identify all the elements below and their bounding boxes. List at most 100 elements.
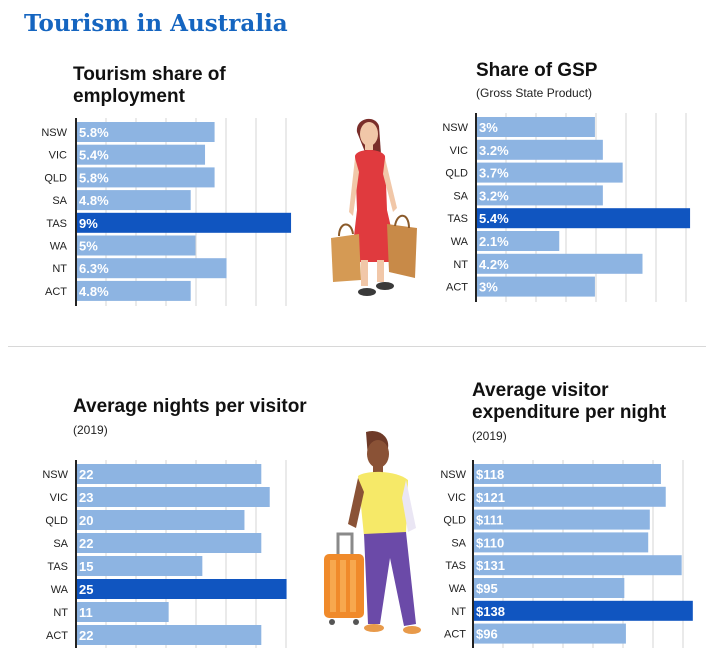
bar-wa (473, 578, 625, 598)
bar-act (476, 276, 595, 297)
bar-vic (76, 487, 270, 507)
chart-gsp: Share of GSP (Gross State Product) NSW 3%… (0, 0, 711, 320)
category-label: TAS (445, 560, 466, 572)
category-label: NSW (440, 469, 466, 481)
data-label: 11 (79, 605, 93, 620)
category-label: WA (51, 584, 69, 596)
bar-nsw (76, 464, 262, 484)
data-label: 20 (79, 513, 93, 528)
chart-nights: Average nights per visitor (2019) NSW 22 V… (0, 0, 320, 669)
category-label: ACT (444, 629, 466, 641)
category-label: WA (451, 236, 469, 248)
bar-act (76, 280, 191, 301)
data-label: 9% (79, 216, 98, 231)
data-label: $138 (476, 604, 505, 619)
category-label: NT (451, 606, 466, 618)
data-label: 5.8% (79, 170, 109, 185)
data-label: 4.8% (79, 284, 109, 299)
bar-nt (76, 602, 169, 622)
data-label: $131 (476, 558, 505, 573)
data-label: 3% (479, 280, 498, 295)
bar-qld (473, 509, 650, 530)
bar-nt (473, 600, 693, 621)
bar-tas (476, 208, 691, 229)
bar-qld (76, 510, 245, 530)
chart-gsp-plot: NSW 3% VIC 3.2% QLD 3.7% SA 3.2% TAS 5.4% WA 2.1% NT… (442, 113, 691, 302)
category-label: ACT (45, 286, 67, 298)
data-label: $111 (476, 513, 504, 528)
chart-subtitle: (Gross State Product) (476, 86, 593, 100)
data-label: $118 (476, 467, 504, 482)
category-label: NSW (41, 127, 67, 139)
data-label: 2.1% (479, 234, 509, 249)
bar-sa (76, 190, 191, 211)
chart-title: Average visitor expenditure per night (472, 380, 667, 423)
chart-subtitle: (2019) (472, 429, 507, 443)
data-label: 5% (79, 239, 98, 254)
bar-wa (476, 231, 560, 251)
category-label: TAS (46, 218, 67, 230)
category-label: SA (451, 537, 466, 549)
category-label: VIC (448, 492, 466, 504)
traveler-with-suitcase-icon (324, 430, 421, 634)
chart-title: Tourism share of employment (73, 64, 226, 107)
bar-act (473, 623, 626, 644)
data-label: 3.2% (479, 188, 509, 203)
category-label: NSW (442, 122, 468, 134)
data-label: 4.8% (79, 193, 109, 208)
category-label: NT (453, 259, 468, 271)
chart-title: Average nights per visitor (73, 396, 307, 417)
data-label: 3.2% (479, 143, 509, 158)
data-label: 3% (479, 120, 498, 135)
data-label: $121 (476, 490, 505, 505)
category-label: SA (453, 190, 468, 202)
data-label: 22 (79, 467, 93, 482)
chart-subtitle: (2019) (73, 423, 108, 437)
section-divider (8, 346, 706, 347)
category-label: NSW (42, 469, 68, 481)
bar-sa (76, 533, 262, 553)
data-label: 22 (79, 628, 93, 643)
woman-with-shopping-bags-icon (331, 118, 417, 296)
category-label: TAS (47, 561, 68, 573)
bar-sa (476, 185, 603, 206)
category-label: VIC (50, 492, 68, 504)
bar-tas (76, 212, 292, 233)
category-label: NT (53, 607, 68, 619)
bar-nt (476, 253, 643, 274)
bar-qld (476, 162, 623, 183)
category-label: QLD (443, 515, 466, 527)
category-label: ACT (46, 630, 68, 642)
data-label: 25 (79, 582, 93, 597)
bar-tas (76, 556, 203, 576)
category-label: ACT (446, 282, 468, 294)
category-label: WA (50, 241, 68, 253)
bar-nsw (473, 464, 661, 484)
bar-act (76, 625, 262, 645)
data-label: $110 (476, 535, 504, 550)
data-label: 3.7% (479, 166, 509, 181)
bar-qld (76, 167, 215, 188)
bar-sa (473, 532, 649, 553)
bar-nsw (476, 117, 595, 137)
data-label: $96 (476, 627, 498, 642)
category-label: SA (53, 538, 68, 550)
bar-vic (473, 486, 666, 507)
data-label: 22 (79, 536, 93, 551)
bar-vic (476, 139, 603, 160)
bar-wa (76, 235, 196, 256)
category-label: QLD (44, 172, 67, 184)
category-label: WA (449, 583, 467, 595)
category-label: NT (52, 263, 67, 275)
bar-nsw (76, 122, 215, 142)
bar-tas (473, 555, 682, 576)
data-label: $95 (476, 581, 498, 596)
data-label: 15 (79, 559, 93, 574)
bar-wa (76, 579, 287, 599)
category-label: TAS (447, 213, 468, 225)
data-label: 5.4% (79, 148, 109, 163)
category-label: VIC (450, 145, 468, 157)
bar-vic (76, 144, 206, 165)
category-label: VIC (49, 150, 67, 162)
